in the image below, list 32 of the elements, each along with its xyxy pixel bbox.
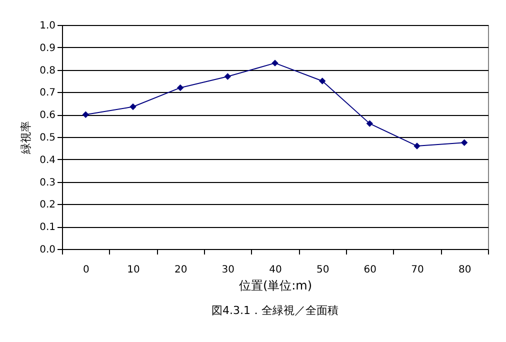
y-tick-label: 0.5	[40, 132, 56, 144]
point	[366, 120, 374, 127]
point	[460, 139, 468, 146]
y-tick-label: 0.2	[40, 200, 56, 211]
y-tick-label: 0.3	[40, 177, 56, 188]
point	[130, 103, 136, 110]
x-axis-title: 位置(単位:m)	[238, 278, 312, 292]
caption: 図4.3.1．全緑視／全面積	[212, 304, 338, 317]
point	[176, 84, 184, 92]
x-tick-label: 0	[82, 264, 90, 276]
x-tick-label: 30	[222, 264, 235, 276]
y-tick-label: 0.4	[40, 154, 56, 166]
y-tick-label: 0.1	[40, 222, 56, 234]
point	[272, 60, 278, 66]
point	[414, 142, 420, 150]
y-tick-label: 0.0	[40, 244, 56, 256]
x-tick-label: 40	[269, 264, 282, 276]
x-tick-label: 50	[316, 264, 330, 276]
x-tick-label: 70	[411, 264, 424, 276]
y-tick-label: 0.6	[40, 110, 56, 122]
x-tick-label: 10	[127, 264, 140, 276]
y-tick-label: 0.8	[40, 65, 56, 76]
point	[82, 111, 90, 118]
y-axis-title: 緑視率	[20, 121, 33, 155]
x-tick-label: 80	[458, 264, 472, 276]
x-tick-label: 60	[364, 264, 377, 276]
y-tick-label: 0.7	[40, 88, 56, 99]
x-tick-label: 20	[174, 264, 188, 276]
y-tick-label: 1.0	[40, 20, 56, 32]
point	[318, 78, 326, 84]
y-tick-label: 0.9	[40, 42, 56, 54]
point	[224, 73, 232, 80]
